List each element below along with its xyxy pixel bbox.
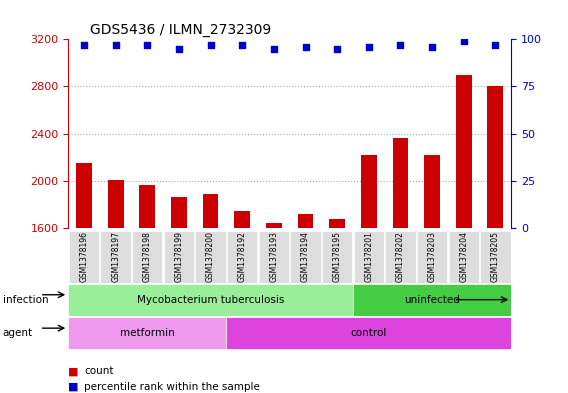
FancyBboxPatch shape bbox=[195, 231, 225, 283]
Text: control: control bbox=[350, 328, 387, 338]
Text: infection: infection bbox=[3, 295, 48, 305]
Bar bbox=[203, 194, 219, 393]
Text: GSM1378192: GSM1378192 bbox=[238, 231, 247, 282]
Text: GSM1378197: GSM1378197 bbox=[111, 231, 120, 282]
Bar bbox=[234, 211, 250, 393]
FancyBboxPatch shape bbox=[353, 284, 511, 316]
Text: uninfected: uninfected bbox=[404, 295, 460, 305]
Point bbox=[333, 46, 342, 52]
Bar bbox=[392, 138, 408, 393]
Bar bbox=[298, 214, 314, 393]
Text: ■: ■ bbox=[68, 366, 78, 376]
Text: percentile rank within the sample: percentile rank within the sample bbox=[84, 382, 260, 392]
Bar bbox=[266, 223, 282, 393]
FancyBboxPatch shape bbox=[290, 231, 321, 283]
Text: count: count bbox=[84, 366, 114, 376]
FancyBboxPatch shape bbox=[132, 231, 162, 283]
Bar bbox=[424, 155, 440, 393]
FancyBboxPatch shape bbox=[227, 231, 257, 283]
Text: GSM1378202: GSM1378202 bbox=[396, 231, 405, 282]
FancyBboxPatch shape bbox=[322, 231, 352, 283]
Bar bbox=[76, 163, 92, 393]
Point bbox=[143, 42, 152, 48]
Point bbox=[428, 44, 437, 50]
Point bbox=[491, 42, 500, 48]
FancyBboxPatch shape bbox=[480, 231, 511, 283]
FancyBboxPatch shape bbox=[164, 231, 194, 283]
Point bbox=[301, 44, 310, 50]
Text: GSM1378200: GSM1378200 bbox=[206, 231, 215, 282]
Point bbox=[174, 46, 183, 52]
Text: GSM1378196: GSM1378196 bbox=[80, 231, 89, 282]
Text: metformin: metformin bbox=[120, 328, 174, 338]
Point bbox=[111, 42, 120, 48]
Bar bbox=[171, 197, 187, 393]
Point bbox=[396, 42, 405, 48]
Bar bbox=[329, 219, 345, 393]
Text: GSM1378195: GSM1378195 bbox=[333, 231, 341, 282]
Text: ■: ■ bbox=[68, 382, 78, 392]
Text: GSM1378204: GSM1378204 bbox=[460, 231, 468, 282]
FancyBboxPatch shape bbox=[69, 231, 99, 283]
Point bbox=[206, 42, 215, 48]
Bar bbox=[361, 155, 377, 393]
FancyBboxPatch shape bbox=[227, 317, 511, 349]
Text: GSM1378194: GSM1378194 bbox=[301, 231, 310, 282]
FancyBboxPatch shape bbox=[417, 231, 447, 283]
Bar bbox=[139, 185, 155, 393]
Text: GSM1378205: GSM1378205 bbox=[491, 231, 500, 282]
FancyBboxPatch shape bbox=[354, 231, 384, 283]
FancyBboxPatch shape bbox=[101, 231, 131, 283]
Text: GDS5436 / ILMN_2732309: GDS5436 / ILMN_2732309 bbox=[90, 23, 272, 37]
FancyBboxPatch shape bbox=[68, 284, 353, 316]
Text: GSM1378193: GSM1378193 bbox=[269, 231, 278, 282]
Bar bbox=[108, 180, 124, 393]
Text: GSM1378203: GSM1378203 bbox=[428, 231, 437, 282]
FancyBboxPatch shape bbox=[258, 231, 289, 283]
FancyBboxPatch shape bbox=[68, 317, 227, 349]
Bar bbox=[456, 75, 471, 393]
Bar bbox=[487, 86, 503, 393]
Text: GSM1378198: GSM1378198 bbox=[143, 231, 152, 282]
FancyBboxPatch shape bbox=[449, 231, 479, 283]
Point bbox=[237, 42, 247, 48]
FancyBboxPatch shape bbox=[385, 231, 416, 283]
Text: GSM1378199: GSM1378199 bbox=[174, 231, 183, 282]
Point bbox=[80, 42, 89, 48]
Point bbox=[459, 38, 468, 44]
Text: Mycobacterium tuberculosis: Mycobacterium tuberculosis bbox=[137, 295, 284, 305]
Point bbox=[364, 44, 373, 50]
Text: GSM1378201: GSM1378201 bbox=[364, 231, 373, 282]
Text: agent: agent bbox=[3, 328, 33, 338]
Point bbox=[269, 46, 278, 52]
